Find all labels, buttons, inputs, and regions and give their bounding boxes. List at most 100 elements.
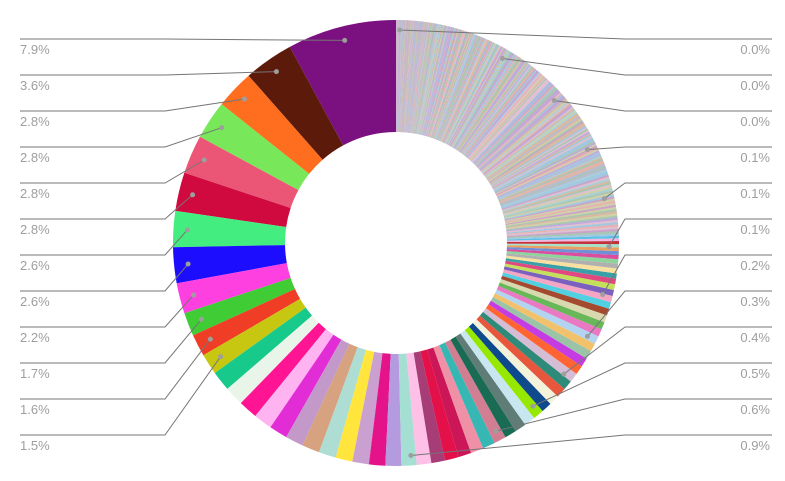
slice-tail-368 <box>500 167 607 207</box>
slice-tail-276 <box>459 59 524 153</box>
leader-right-6 <box>608 218 772 247</box>
slice-tail-359 <box>497 152 601 199</box>
slice-tail-374 <box>502 178 611 212</box>
slice-tail-370 <box>501 171 608 209</box>
slice-22 <box>455 333 526 432</box>
leader-dot-right-12 <box>408 453 414 458</box>
slice-tail-218 <box>435 34 477 140</box>
slice-tail-219 <box>435 34 478 140</box>
slice-tail-316 <box>478 93 563 170</box>
slice-tail-326 <box>483 104 572 175</box>
slice-44 <box>505 258 617 279</box>
slice-tail-400 <box>506 233 619 240</box>
slice-tail-396 <box>506 224 619 235</box>
slice-tail-337 <box>488 118 583 182</box>
slice-tail-215 <box>434 33 475 140</box>
slice-left-7 <box>172 210 287 248</box>
leader-right-11 <box>495 398 772 432</box>
label-right-11: 0.6% <box>740 402 770 417</box>
slice-tail-301 <box>471 78 549 162</box>
slice-tail-210 <box>432 32 471 139</box>
leader-dot-right-7 <box>600 292 606 297</box>
slice-tail-227 <box>438 37 483 141</box>
slice-42 <box>504 263 616 290</box>
slice-tail-347 <box>492 132 591 190</box>
label-left-11: 1.6% <box>20 402 50 417</box>
slice-tail-257 <box>450 48 507 147</box>
slice-38 <box>500 275 610 316</box>
leader-left-11 <box>20 338 211 400</box>
slice-15 <box>413 351 446 464</box>
slice-tail-379 <box>503 188 613 217</box>
slice-tail-380 <box>503 190 614 218</box>
slice-tail-327 <box>483 105 573 176</box>
slice-tail-237 <box>442 40 491 143</box>
slice-tail-310 <box>475 87 557 167</box>
slice-tail-231 <box>440 38 486 142</box>
label-left-6: 2.8% <box>20 222 50 237</box>
slice-tail-333 <box>486 113 579 180</box>
slice-tail-234 <box>441 39 489 142</box>
slice-tail-229 <box>439 37 485 142</box>
slice-tail-313 <box>476 90 560 168</box>
slice-tail-371 <box>501 172 609 210</box>
slice-tail-315 <box>477 92 562 169</box>
slice-52 <box>507 241 620 245</box>
slice-tail-349 <box>493 135 593 191</box>
slice-tail-324 <box>482 102 571 174</box>
slice-tail-325 <box>482 103 571 175</box>
slice-tail-228 <box>439 37 484 141</box>
label-right-8: 0.3% <box>740 294 770 309</box>
leader-left-12 <box>20 356 222 436</box>
slice-tail-348 <box>492 134 592 190</box>
slice-tail-267 <box>455 54 516 150</box>
slice-tail-220 <box>436 35 478 140</box>
slice-tail-357 <box>496 148 599 197</box>
slice-32 <box>490 296 592 359</box>
slice-6 <box>286 339 350 446</box>
slice-left-2 <box>248 46 344 160</box>
slice-tail-388 <box>505 206 617 227</box>
slice-tail-296 <box>468 74 544 160</box>
slice-tail-297 <box>469 75 545 161</box>
donut-slices <box>172 20 620 466</box>
leader-dot-right-8 <box>584 333 590 339</box>
slice-46 <box>506 253 619 269</box>
slice-19 <box>439 342 495 449</box>
slice-tail-217 <box>435 34 476 140</box>
leader-right-8 <box>587 290 772 337</box>
leader-dot-left-4 <box>219 125 225 131</box>
slice-2 <box>227 315 319 404</box>
slice-tail-271 <box>456 56 520 151</box>
slice-labels: 7.9% 3.6% 2.8% 2.8% 2.8% 2.8% 2.6% 2.6% 2.2% 1.7%… <box>20 27 772 458</box>
slice-tail-350 <box>493 137 594 192</box>
slice-tail-285 <box>463 65 533 156</box>
slice-37 <box>499 279 607 323</box>
label-left-2: 3.6% <box>20 78 50 93</box>
leader-dot-right-9 <box>561 371 567 377</box>
slice-50 <box>506 245 619 252</box>
leader-left-6 <box>20 194 193 220</box>
slice-23 <box>460 330 535 425</box>
slice-left-11 <box>193 289 301 356</box>
label-right-2: 0.0% <box>740 78 770 93</box>
slice-tail-238 <box>442 40 492 143</box>
slice-tail-249 <box>447 45 500 145</box>
slice-tail-335 <box>487 115 581 181</box>
slice-tail-385 <box>504 200 616 224</box>
slice-17 <box>427 347 472 458</box>
slice-tail-336 <box>487 117 582 182</box>
slice-tail-344 <box>491 128 589 187</box>
slice-tail-320 <box>480 97 567 172</box>
slice-left-10 <box>184 277 295 336</box>
leader-right-9 <box>563 326 772 375</box>
slice-tail-389 <box>505 208 617 228</box>
slice-tail-224 <box>437 36 481 141</box>
slice-29 <box>483 308 577 382</box>
slice-tail-232 <box>440 38 487 142</box>
leader-left-4 <box>20 127 222 148</box>
leader-right-5 <box>603 182 772 200</box>
slice-tail-221 <box>436 35 479 140</box>
slice-tail-319 <box>479 96 566 171</box>
slice-tail-290 <box>465 69 538 158</box>
